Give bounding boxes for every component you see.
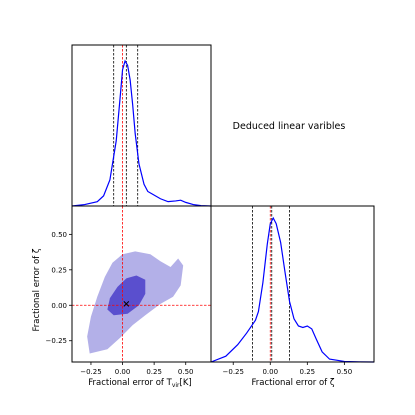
right-x-tick-label-0: −0.25 — [223, 368, 244, 376]
top-panel-frame — [71, 44, 212, 207]
right-panel-frame — [210, 205, 375, 363]
figure-title: Deduced linear varibles — [233, 121, 346, 132]
top-left-marginal-panel — [71, 44, 212, 207]
contour-y-tick-label-2: 0.25 — [51, 266, 67, 274]
contour-x-tick-label-2: 0.25 — [146, 368, 162, 376]
bottom-right-marginal-panel: −0.25 0.00 0.25 0.50 — [210, 205, 375, 376]
top-density-curve — [71, 59, 212, 207]
contour-y-tick-label-1: 0.00 — [51, 302, 67, 310]
contour-x-tick-label-3: 0.50 — [178, 368, 194, 376]
right-x-tick-label-3: 0.50 — [337, 368, 353, 376]
right-density-curve — [210, 216, 375, 363]
contour-y-tick-label-0: −0.25 — [46, 337, 67, 345]
right-x-tick-label-2: 0.25 — [300, 368, 316, 376]
contour-y-tick-label-3: 0.50 — [51, 231, 67, 239]
right-x-tick-label-1: 0.00 — [262, 368, 278, 376]
right-marginal-x-axis-label: Fractional error of ζ — [252, 378, 335, 388]
bottom-left-contour-panel: −0.25 0.00 0.25 0.50 −0.25 0.00 0.25 0.50 — [46, 205, 212, 376]
contour-x-tick-label-0: −0.25 — [80, 368, 101, 376]
best-fit-marker — [123, 301, 130, 307]
contour-x-axis-label: Fractional error of Tvir[K] — [88, 378, 191, 389]
contour-y-axis-label: Fractional error of ζ — [32, 248, 42, 331]
contour-x-tick-label-1: 0.00 — [115, 368, 131, 376]
